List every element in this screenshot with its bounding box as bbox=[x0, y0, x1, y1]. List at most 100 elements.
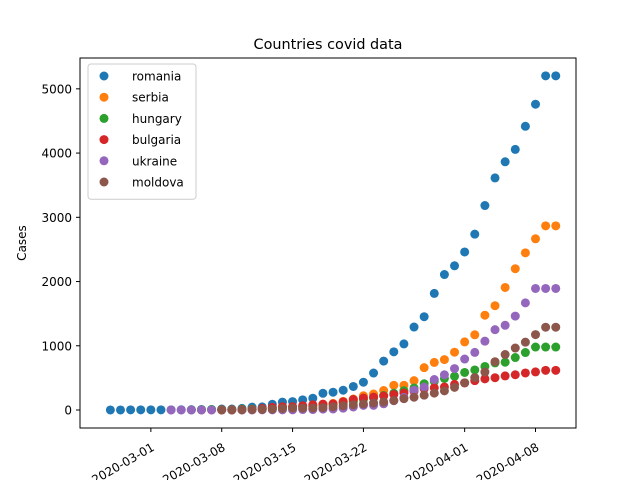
data-point bbox=[551, 283, 561, 293]
data-point bbox=[541, 221, 551, 231]
data-point bbox=[136, 405, 146, 415]
data-point bbox=[439, 370, 449, 380]
data-point bbox=[409, 385, 419, 395]
data-point bbox=[500, 357, 510, 367]
data-point bbox=[338, 401, 348, 411]
legend-marker bbox=[99, 135, 109, 145]
data-point bbox=[358, 377, 368, 387]
data-point bbox=[237, 405, 247, 415]
data-point bbox=[520, 337, 530, 347]
data-point bbox=[186, 405, 196, 415]
legend: romania serbia hungary bulgaria ukraine moldo… bbox=[87, 63, 197, 200]
data-point bbox=[480, 367, 490, 377]
chart-title: Countries covid data bbox=[254, 37, 403, 53]
data-point bbox=[115, 405, 125, 415]
legend-marker bbox=[99, 177, 109, 187]
data-point bbox=[510, 353, 520, 363]
data-point bbox=[531, 99, 541, 109]
y-tick-label: 1000 bbox=[41, 339, 72, 353]
data-point bbox=[460, 354, 470, 364]
data-point bbox=[510, 264, 520, 274]
data-point bbox=[429, 388, 439, 398]
data-point bbox=[409, 376, 419, 386]
data-point bbox=[166, 405, 176, 415]
data-point bbox=[551, 322, 561, 332]
data-point bbox=[551, 365, 561, 375]
data-point bbox=[450, 382, 460, 392]
data-point bbox=[480, 310, 490, 320]
data-point bbox=[429, 375, 439, 384]
data-point bbox=[196, 405, 206, 415]
data-point bbox=[531, 330, 541, 340]
data-point bbox=[490, 373, 500, 383]
series-moldova bbox=[217, 322, 561, 415]
plot-area-frame bbox=[79, 57, 577, 429]
legend-label: bulgaria bbox=[132, 133, 181, 147]
data-point bbox=[379, 397, 389, 407]
data-point bbox=[419, 382, 429, 392]
data-point bbox=[389, 395, 399, 405]
data-points bbox=[105, 71, 561, 415]
data-point bbox=[500, 371, 510, 381]
data-point bbox=[531, 342, 541, 352]
data-point bbox=[480, 336, 490, 346]
y-axis-label: Cases bbox=[15, 225, 29, 261]
data-point bbox=[551, 342, 561, 352]
y-axis: 0 1000 2000 3000 4000 5000 bbox=[41, 82, 80, 418]
data-point bbox=[450, 261, 460, 271]
data-point bbox=[318, 403, 328, 413]
data-point bbox=[348, 381, 358, 391]
data-point bbox=[156, 405, 166, 415]
y-tick-label: 4000 bbox=[41, 147, 72, 161]
data-point bbox=[510, 370, 520, 380]
data-point bbox=[520, 121, 530, 131]
legend-label: hungary bbox=[132, 112, 182, 126]
data-point bbox=[500, 157, 510, 167]
data-point bbox=[419, 312, 429, 322]
data-point bbox=[419, 390, 429, 400]
data-point bbox=[409, 392, 419, 402]
data-point bbox=[439, 355, 449, 365]
legend-marker bbox=[99, 92, 109, 102]
data-point bbox=[541, 283, 551, 293]
data-point bbox=[490, 325, 500, 335]
data-point bbox=[551, 221, 561, 231]
data-point bbox=[520, 368, 530, 378]
data-point bbox=[541, 322, 551, 332]
data-point bbox=[176, 405, 186, 415]
data-point bbox=[227, 405, 237, 415]
data-point bbox=[338, 385, 348, 395]
data-point bbox=[126, 405, 136, 415]
y-tick-label: 2000 bbox=[41, 275, 72, 289]
legend-label: romania bbox=[132, 70, 181, 84]
data-point bbox=[429, 288, 439, 298]
data-point bbox=[531, 367, 541, 377]
data-point bbox=[520, 348, 530, 358]
data-point bbox=[470, 229, 480, 239]
data-point bbox=[480, 201, 490, 211]
data-point bbox=[480, 374, 490, 384]
y-tick-label: 3000 bbox=[41, 211, 72, 225]
data-point bbox=[439, 270, 449, 280]
legend-label: serbia bbox=[132, 91, 169, 105]
data-point bbox=[490, 173, 500, 183]
y-tick-label: 0 bbox=[64, 404, 72, 418]
data-point bbox=[308, 403, 318, 413]
data-point bbox=[207, 405, 217, 415]
data-point bbox=[439, 386, 449, 396]
legend-marker bbox=[99, 113, 109, 123]
data-point bbox=[490, 301, 500, 311]
data-point bbox=[409, 322, 419, 332]
legend-box bbox=[87, 63, 197, 200]
data-point bbox=[267, 404, 277, 414]
data-point bbox=[348, 400, 358, 410]
data-point bbox=[460, 247, 470, 257]
data-point bbox=[308, 393, 318, 403]
data-point bbox=[541, 342, 551, 352]
data-point bbox=[450, 364, 460, 374]
data-point bbox=[328, 387, 338, 397]
data-point bbox=[369, 368, 379, 378]
data-point bbox=[520, 248, 530, 258]
data-point bbox=[389, 347, 399, 357]
